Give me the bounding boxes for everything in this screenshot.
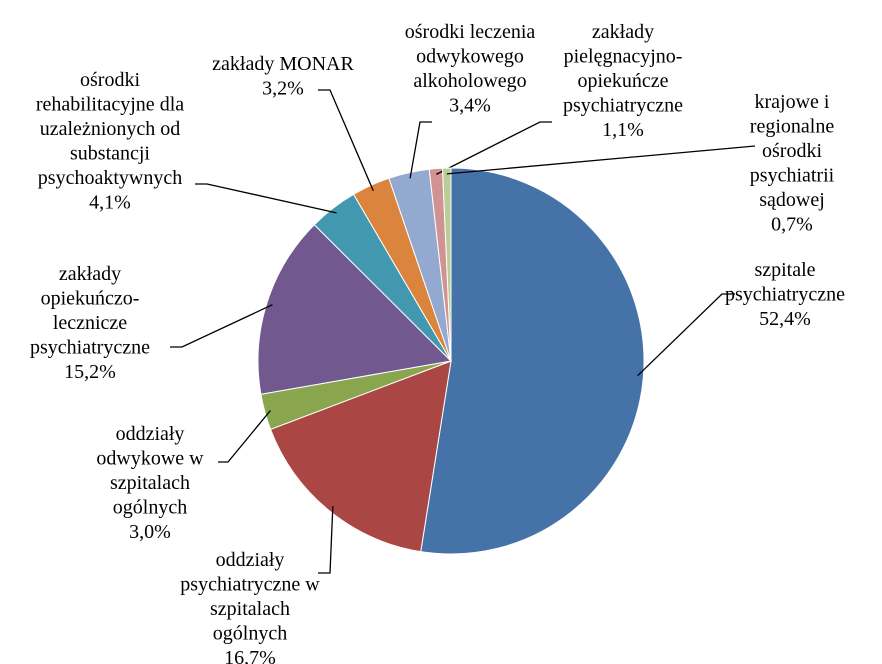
slice-label: zakłady MONAR: [212, 53, 354, 75]
label-line: opiekuńczo-: [41, 288, 140, 310]
label-line: psychiatryczne: [563, 95, 683, 117]
value-label: 3,0%: [129, 521, 171, 543]
slice-label: ośrodki rehabilitacyjne dla uzależnionych …: [36, 69, 184, 189]
label-line: opiekuńcze: [577, 70, 668, 92]
label-line: alkoholowego: [413, 70, 526, 92]
label-line: krajowe i: [755, 91, 830, 113]
leader-line: [637, 293, 735, 377]
label-line: sądowej: [759, 189, 825, 211]
pie-slice: [257, 224, 453, 395]
leader-line: [409, 121, 432, 179]
label-line: zakłady: [59, 263, 121, 285]
label-line: regionalne: [750, 116, 835, 138]
value-label: 0,7%: [771, 214, 813, 236]
label-line: ośrodki leczenia: [405, 21, 536, 43]
label-line: zakłady MONAR: [212, 53, 354, 75]
label-line: psychiatryczne w: [180, 574, 320, 596]
label-line: ośrodki: [80, 69, 140, 91]
leader-line: [195, 183, 337, 214]
label-line: szpitalach: [110, 472, 190, 494]
label-line: uzależnionych od: [40, 118, 181, 140]
label-line: rehabilitacyjne dla: [36, 94, 184, 116]
label-line: substancji: [70, 143, 150, 165]
value-label: 4,1%: [89, 192, 131, 214]
value-label: 3,2%: [262, 78, 304, 100]
slice-label: ośrodki leczenia odwykowego alkoholowego: [405, 21, 536, 92]
slice-label: szpitale psychiatryczne: [725, 259, 845, 306]
slice-label: oddziały psychiatryczne w szpitalach ogólny…: [180, 549, 320, 645]
label-line: zakłady: [592, 21, 654, 43]
leader-line: [435, 121, 552, 175]
label-line: ogólnych: [213, 623, 287, 645]
label-line: szpitale: [754, 259, 815, 281]
value-label: 16,7%: [224, 647, 276, 664]
value-label: 1,1%: [602, 119, 644, 141]
leader-line: [318, 89, 374, 191]
slice-label: zakłady opiekuńczo-lecznicze psychiatryczn…: [30, 263, 150, 359]
leader-line: [218, 410, 271, 463]
label-line: ogólnych: [113, 497, 187, 519]
label-line: szpitalach: [210, 598, 290, 620]
slice-label: zakłady pielęgnacyjno-opiekuńcze psychiatr…: [563, 21, 683, 117]
label-line: ośrodki: [762, 140, 822, 162]
label-line: psychiatrii: [750, 165, 835, 187]
pie-slice: [441, 167, 452, 362]
pie-slice: [420, 167, 645, 555]
leader-line: [318, 506, 334, 574]
label-line: psychoaktywnych: [38, 167, 182, 189]
label-line: oddziały: [216, 549, 285, 571]
value-label: 15,2%: [64, 361, 116, 383]
pie-slice: [269, 360, 452, 553]
label-line: psychiatryczne: [725, 284, 845, 306]
value-label: 3,4%: [449, 95, 491, 117]
label-line: oddziały: [116, 423, 185, 445]
label-line: pielęgnacyjno-: [564, 46, 683, 68]
label-line: lecznicze: [53, 312, 127, 334]
leader-line: [446, 145, 756, 175]
slice-label: krajowe i regionalne ośrodki psychiatrii sąd…: [750, 91, 835, 211]
label-line: psychiatryczne: [30, 337, 150, 359]
leader-line: [170, 304, 273, 348]
label-line: odwykowego: [416, 46, 524, 68]
value-label: 52,4%: [759, 308, 811, 330]
slice-label: oddziały odwykowe w szpitalach ogólnych: [96, 423, 204, 519]
label-line: odwykowe w: [96, 448, 204, 470]
